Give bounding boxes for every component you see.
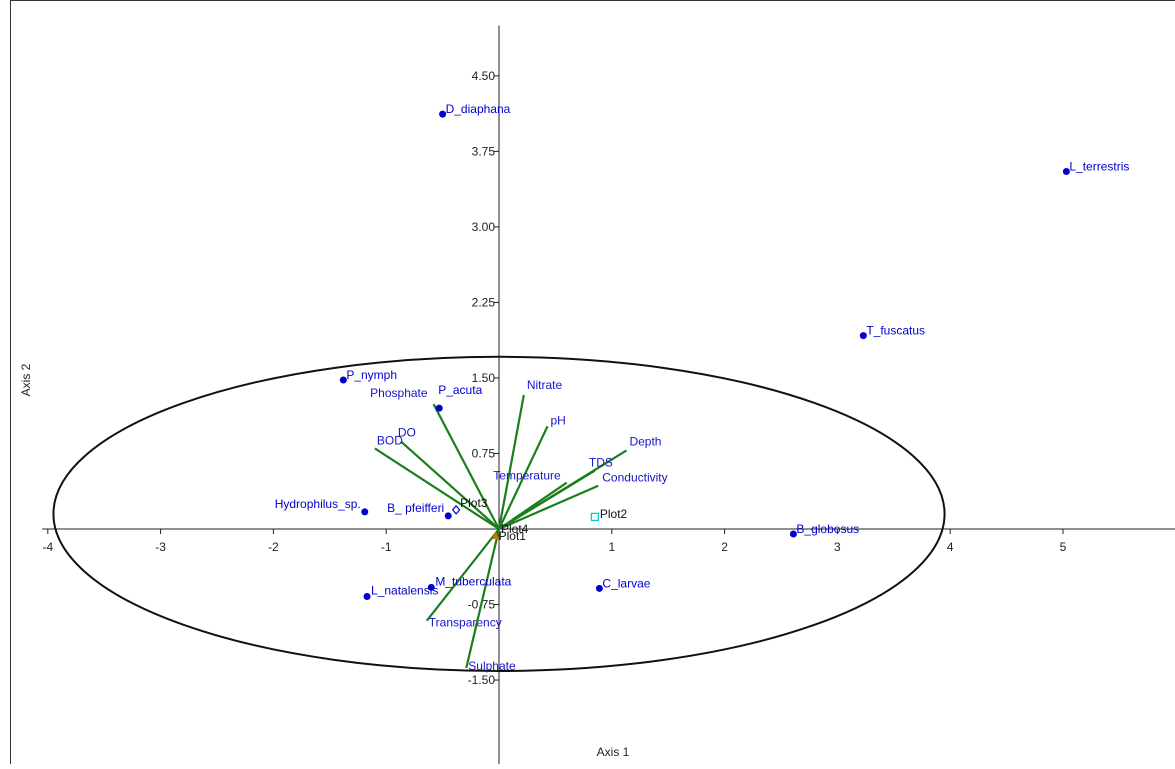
plot-border [11,1,1175,765]
species-point [364,593,371,600]
site-label: Plot3 [460,496,488,510]
env-vector-label: Transparency [429,616,502,630]
axes-layer: -4-3-2-1123454.503.753.002.251.500.75-0.… [42,26,1175,765]
env-vector-label: BOD [377,433,403,447]
y-tick-label: -1.50 [468,673,496,687]
env-vector-label: Depth [629,434,661,448]
species-point [436,405,443,412]
species-point [361,508,368,515]
x-tick-label: -2 [268,540,279,554]
env-vector-label: pH [551,413,566,427]
species-label: L_terrestris [1069,160,1129,174]
x-tick-label: 3 [834,540,841,554]
species-label: L_natalensis [371,583,438,597]
env-vector-label: Nitrate [527,378,563,392]
species-label: T_fuscatus [866,324,925,338]
species-label: D_diaphana [446,102,511,116]
species-label: P_nymph [346,368,397,382]
site-marker [453,506,460,514]
species-point [445,512,452,519]
site-marker [591,513,598,520]
env-vector-label: Temperature [493,469,561,483]
y-tick-label: 3.00 [472,220,496,234]
species-label: B_globosus [796,522,859,536]
env-vector-arrow [375,448,499,529]
y-tick-label: 4.50 [472,69,496,83]
x-tick-label: -1 [381,540,392,554]
species-label: Hydrophilus_sp. [275,497,361,511]
env-vector-label: TDS [589,456,613,470]
point-layer: D_diaphana L_terrestris T_fuscatus P_nymph P… [275,102,1130,600]
species-label: M_tuberculata [435,574,511,588]
env-vector-label: Sulphate [468,659,516,673]
y-tick-label: 3.75 [472,144,496,158]
x-tick-label: 2 [721,540,728,554]
env-vector-label: Phosphate [370,386,428,400]
x-tick-label: 1 [608,540,615,554]
x-tick-label: 4 [947,540,954,554]
x-tick-label: -4 [42,540,53,554]
species-label: C_larvae [602,576,650,590]
species-label: P_acuta [438,383,482,397]
y-tick-label: 0.75 [472,446,496,460]
env-vector-label: Conductivity [602,471,667,485]
y-tick-label: 2.25 [472,295,496,309]
x-axis-title: Axis 1 [597,745,630,759]
x-tick-label: 5 [1060,540,1067,554]
species-label: B_ pfeifferi [387,501,444,515]
site-label: Plot2 [600,507,628,521]
site-label: Plot1 [499,529,527,543]
y-axis-title: Axis 2 [19,363,33,396]
x-tick-label: -3 [155,540,166,554]
env-vector-arrow [499,395,524,529]
